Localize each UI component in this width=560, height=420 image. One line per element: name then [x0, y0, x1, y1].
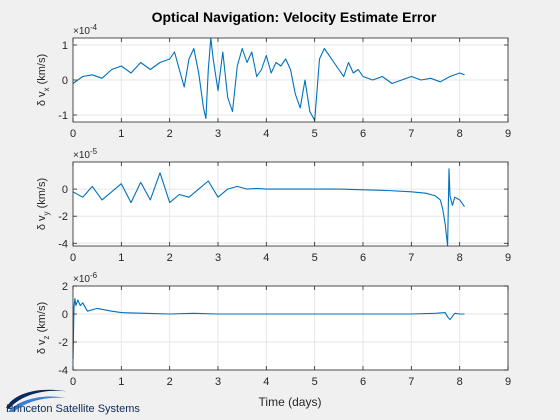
x-tick-label: 8 [457, 252, 463, 264]
y-exponent-label: ×10-4 [73, 23, 98, 37]
x-tick-label: 5 [312, 252, 318, 264]
y-tick-label: -4 [58, 365, 68, 377]
x-tick-label: 2 [167, 376, 173, 388]
chart-title: Optical Navigation: Velocity Estimate Er… [152, 9, 437, 25]
logo-text: Princeton Satellite Systems [6, 403, 140, 415]
x-tick-label: 7 [408, 128, 414, 140]
y-tick-label: -1 [58, 110, 68, 122]
company-logo: Princeton Satellite Systems [6, 390, 140, 415]
x-tick-label: 7 [408, 252, 414, 264]
x-tick-label: 5 [312, 376, 318, 388]
x-tick-label: 0 [70, 376, 76, 388]
x-tick-label: 7 [408, 376, 414, 388]
x-axis-label: Time (days) [259, 395, 322, 409]
x-tick-label: 9 [505, 252, 511, 264]
x-tick-label: 3 [215, 376, 221, 388]
x-tick-label: 0 [70, 128, 76, 140]
x-tick-label: 3 [215, 128, 221, 140]
x-tick-label: 4 [263, 252, 269, 264]
y-tick-label: 0 [62, 309, 68, 321]
y-tick-label: 1 [62, 40, 68, 52]
y-tick-label: 0 [62, 184, 68, 196]
x-tick-label: 4 [263, 376, 269, 388]
x-tick-label: 1 [118, 128, 124, 140]
y-axis-label: δ vx (km/s) [36, 54, 51, 106]
x-tick-label: 8 [457, 128, 463, 140]
subplot-vy: 0 1 2 3 4 5 6 7 8 9 -4 -2 0 ×10-5 δ vy (km/s) [36, 147, 511, 264]
x-tick-label: 9 [505, 376, 511, 388]
y-exponent-label: ×10-6 [73, 271, 98, 285]
y-axis-label: δ vy (km/s) [36, 178, 51, 230]
x-tick-label: 3 [215, 252, 221, 264]
plot-area [73, 162, 508, 246]
x-tick-label: 6 [360, 128, 366, 140]
x-tick-label: 6 [360, 252, 366, 264]
y-tick-label: 2 [62, 281, 68, 293]
y-tick-label: -2 [58, 337, 68, 349]
y-tick-label: 0 [62, 75, 68, 87]
plot-area [73, 286, 508, 370]
subplot-vx: 0 1 2 3 4 5 6 7 8 9-101×10-4δ vx (km/s) [36, 23, 511, 140]
x-tick-label: 2 [167, 128, 173, 140]
subplot-vz: 0 1 2 3 4 5 6 7 8 9 -4 -2 0 2 ×10-6 δ vz (km/s) [36, 271, 511, 388]
x-tick-label: 1 [118, 376, 124, 388]
x-tick-label: 8 [457, 376, 463, 388]
x-tick-label: 5 [312, 128, 318, 140]
y-exponent-label: ×10-5 [73, 147, 98, 161]
x-tick-label: 1 [118, 252, 124, 264]
y-tick-label: -4 [58, 238, 68, 250]
y-axis-label: δ vz (km/s) [36, 302, 51, 354]
y-tick-label: -2 [58, 211, 68, 223]
x-tick-label: 6 [360, 376, 366, 388]
x-tick-label: 9 [505, 128, 511, 140]
x-tick-label: 0 [70, 252, 76, 264]
x-tick-label: 4 [263, 128, 269, 140]
x-tick-label: 2 [167, 252, 173, 264]
